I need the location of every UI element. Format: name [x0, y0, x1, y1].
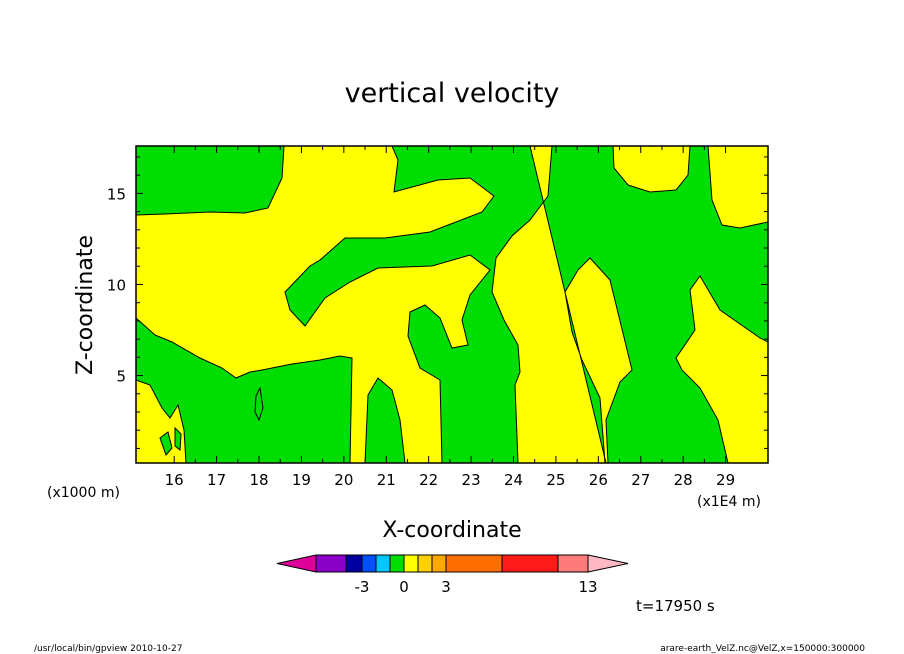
axis-ticks: 16 17 18 19 20 21 22 23 24 25 26 27 28 29 5 10 15 — [107, 146, 768, 489]
x-tick-label-29: 29 — [716, 471, 735, 489]
green-spot-3 — [174, 426, 182, 451]
x-tick-label-25: 25 — [546, 471, 565, 489]
x-tick-label-23: 23 — [462, 471, 481, 489]
yellow-region-center — [491, 146, 633, 463]
x-tick-label-16: 16 — [165, 471, 184, 489]
colorbar-label-3: 13 — [578, 578, 597, 596]
colorbar-segment-10 — [501, 554, 559, 573]
y-tick-label-15: 15 — [107, 185, 126, 203]
colorbar-segment-1 — [315, 554, 347, 573]
yellow-region-upper-right-band — [707, 146, 768, 229]
colorbar-segment-6 — [403, 554, 419, 573]
x-tick-label-19: 19 — [292, 471, 311, 489]
colorbar-label-2: 3 — [441, 578, 451, 596]
colorbar-label-1: 0 — [399, 578, 409, 596]
green-spot-2 — [159, 431, 173, 456]
colorbar-segment-7 — [417, 554, 433, 573]
footer-left: /usr/local/bin/gpview 2010-10-27 — [34, 644, 182, 654]
y-tick-label-5: 5 — [116, 368, 126, 386]
y-scale-note: (x1000 m) — [47, 485, 120, 501]
x-axis-label: X-coordinate — [382, 518, 521, 543]
colorbar-label-0: -3 — [355, 578, 370, 596]
x-tick-label-17: 17 — [207, 471, 226, 489]
yellow-region-right — [675, 275, 768, 463]
x-tick-label-20: 20 — [334, 471, 353, 489]
chart-title: vertical velocity — [345, 78, 560, 109]
colorbar-segment-5 — [389, 554, 405, 573]
colorbar-segment-3 — [361, 554, 377, 573]
plot-area: 16 17 18 19 20 21 22 23 24 25 26 27 28 29 5 10 15 — [107, 145, 769, 489]
plot-frame — [135, 145, 769, 464]
colorbar: -3 0 3 13 — [276, 554, 629, 596]
x-tick-label-28: 28 — [674, 471, 693, 489]
x-tick-label-24: 24 — [504, 471, 523, 489]
footer-right: arare-earth_VelZ.nc@VelZ,x=150000:300000 — [660, 644, 865, 654]
colorbar-segment-0 — [276, 554, 317, 573]
x-tick-label-18: 18 — [249, 471, 268, 489]
x-scale-note: (x1E4 m) — [697, 494, 761, 510]
y-tick-label-10: 10 — [107, 276, 126, 294]
colorbar-segment-12 — [587, 554, 629, 573]
x-tick-label-26: 26 — [589, 471, 608, 489]
yellow-region-left-small — [136, 379, 187, 463]
green-spot — [254, 386, 264, 422]
yellow-region-main — [136, 146, 495, 463]
colorbar-segment-2 — [345, 554, 363, 573]
y-axis-label: Z-coordinate — [73, 235, 98, 375]
colorbar-segment-11 — [557, 554, 589, 573]
time-label: t=17950 s — [636, 597, 715, 615]
yellow-region-top-right — [612, 146, 691, 193]
x-tick-label-27: 27 — [631, 471, 650, 489]
colorbar-segment-8 — [431, 554, 447, 573]
x-tick-label-21: 21 — [377, 471, 396, 489]
colorbar-segment-9 — [445, 554, 503, 573]
colorbar-segment-4 — [375, 554, 391, 573]
x-tick-label-22: 22 — [419, 471, 438, 489]
